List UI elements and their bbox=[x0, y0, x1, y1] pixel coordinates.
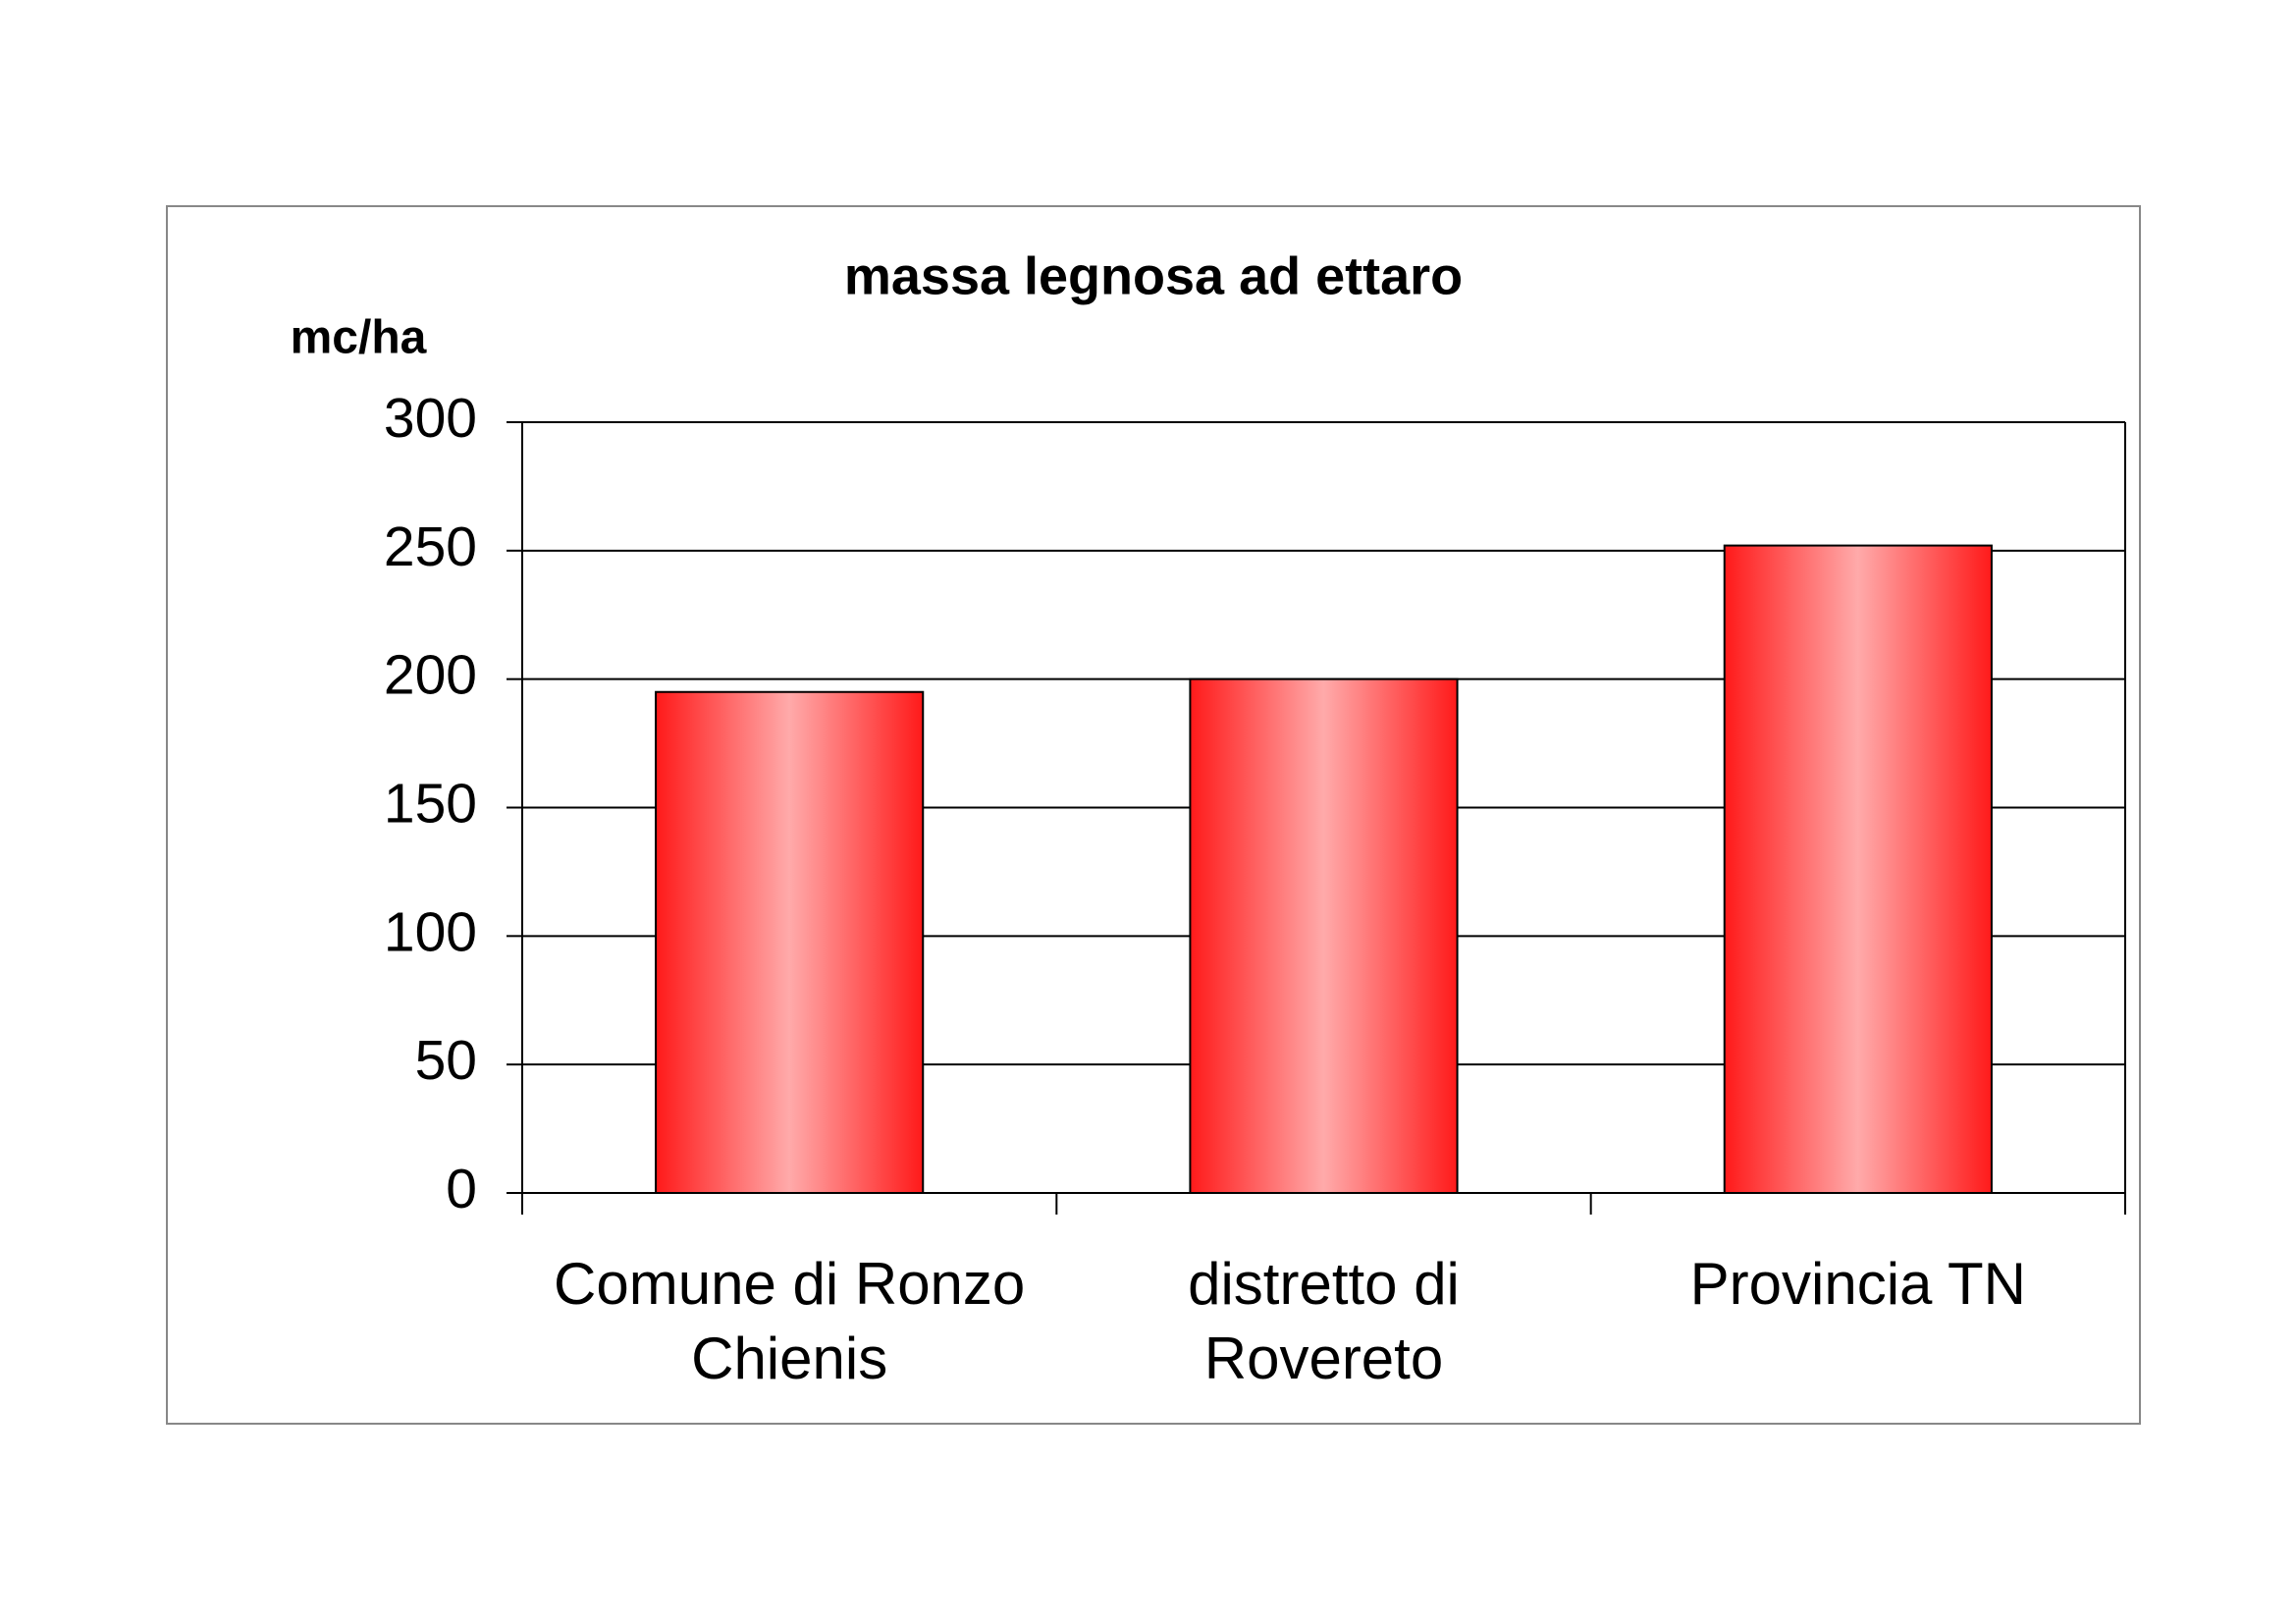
y-tick-label: 200 bbox=[384, 644, 477, 707]
y-tick-label: 250 bbox=[384, 515, 477, 578]
y-tick-label: 100 bbox=[384, 900, 477, 963]
x-tick-label: distretto di Rovereto bbox=[1188, 1251, 1460, 1391]
x-tick-label: Provincia TN bbox=[1689, 1251, 2026, 1317]
y-tick-label: 300 bbox=[384, 387, 477, 450]
bar bbox=[655, 690, 925, 1194]
y-tick-label: 0 bbox=[446, 1158, 477, 1220]
x-tick-label: Comune di Ronzo Chienis bbox=[554, 1251, 1026, 1391]
bar bbox=[1189, 677, 1459, 1194]
bar bbox=[1723, 544, 1993, 1194]
y-tick-label: 50 bbox=[415, 1029, 477, 1092]
chart-title: massa legnosa ad ettaro bbox=[844, 246, 1463, 305]
y-tick-label: 150 bbox=[384, 773, 477, 836]
y-axis-label: mc/ha bbox=[291, 312, 427, 364]
